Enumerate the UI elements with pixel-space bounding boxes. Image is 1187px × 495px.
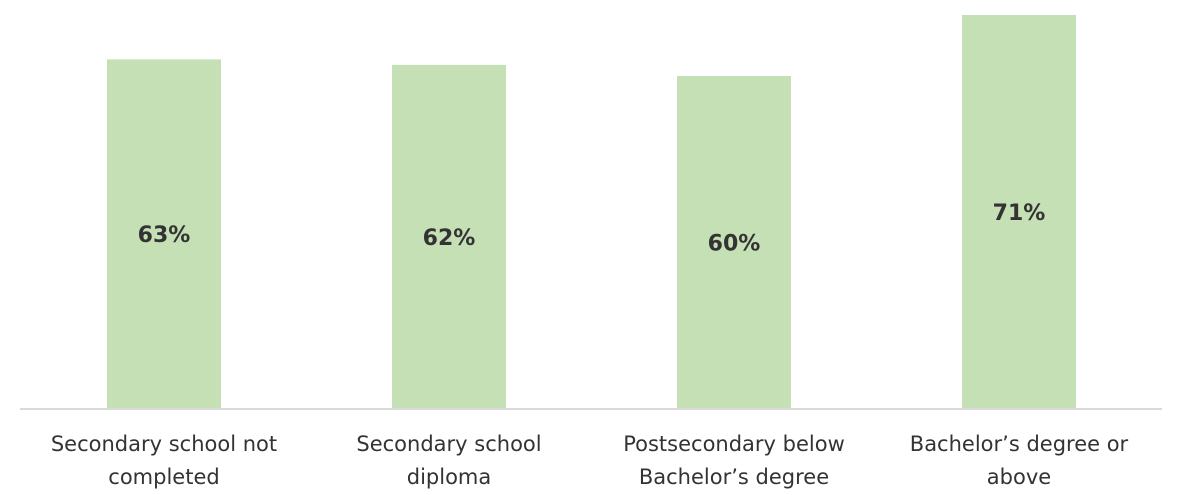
category-label-1-line-1: Secondary school not [51,432,277,456]
value-labels-group: 63% 62% 60% 71% [138,201,1046,257]
bar-value-label-3: 60% [708,232,761,257]
category-labels-group: Secondary school not completed Secondary s… [51,432,1129,489]
bars-group [107,15,1076,410]
bar-value-label-4: 71% [993,201,1046,226]
category-label-3-line-2: Bachelor’s degree [639,465,829,489]
category-label-2-line-1: Secondary school [356,432,541,456]
category-label-4-line-1: Bachelor’s degree or [910,432,1129,456]
bar-2 [392,64,506,410]
category-label-1-line-2: completed [108,465,219,489]
bar-3 [677,76,791,409]
bar-value-label-2: 62% [423,226,476,251]
bar-4 [962,15,1076,409]
bar-1 [107,59,221,410]
bar-value-label-1: 63% [138,223,191,248]
category-label-3-line-1: Postsecondary below [623,432,845,456]
category-label-4-line-2: above [987,465,1051,489]
category-label-2-line-2: diploma [407,465,492,489]
